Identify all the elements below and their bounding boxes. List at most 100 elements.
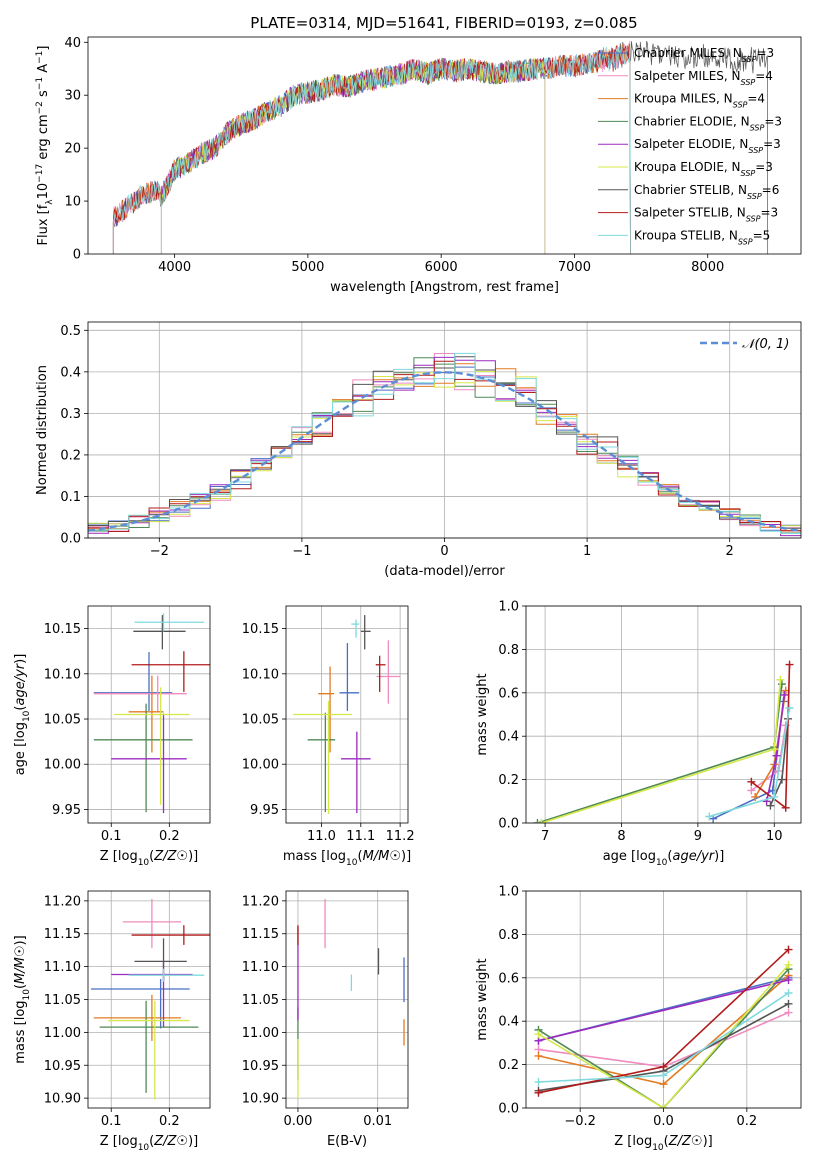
plot-layer: 4000 5000 6000 7000 8000010203040wavelength … (13, 36, 802, 1153)
y-tick-label: 0.2 (60, 448, 81, 463)
y-tick-label: 1.0 (498, 885, 519, 900)
x-tick-label: 8000 (691, 260, 724, 275)
x-tick-label: 0.00 (283, 1114, 312, 1129)
x-tick-label: 6000 (425, 260, 458, 275)
error-bar-point (318, 666, 335, 753)
y-tick-label: 10.05 (44, 713, 81, 728)
y-tick-label: 0.4 (60, 365, 81, 380)
error-bar-point (128, 968, 205, 982)
x-tick-label: 0.1 (101, 1114, 122, 1129)
y-tick-label: 0.6 (498, 971, 519, 986)
y-tick-label: 0.0 (498, 817, 519, 832)
weight-marker (534, 1051, 543, 1060)
error-bar-point (93, 675, 187, 712)
y-tick-label: 10.15 (242, 622, 279, 637)
x-tick-label: 11.2 (386, 829, 415, 844)
weight-marker (784, 960, 793, 969)
x-axis-label: Z [log10(Z/Z☉)] (100, 1134, 199, 1153)
y-tick-label: 11.20 (242, 894, 279, 909)
error-bar-point (360, 615, 371, 650)
x-tick-label: 7 (541, 829, 549, 844)
x-axis-label: Z [log10(Z/Z☉)] (614, 1134, 713, 1153)
weight-marker (705, 812, 714, 821)
weight-marker (534, 1030, 543, 1039)
weight-line (538, 968, 790, 1108)
y-tick-label: 11.05 (242, 993, 279, 1008)
x-tick-label: 0 (440, 544, 448, 559)
y-tick-label: 0.0 (60, 532, 81, 547)
panel-mass-vs-Z: 0.1 0.2 10.90 10.95 11.00 11.05 11.10 11.15 11.2… (13, 890, 211, 1153)
weight-marker (659, 1104, 668, 1108)
weight-marker (777, 775, 786, 784)
y-axis-label: mass [log10(M/M☉)] (13, 935, 32, 1063)
weight-marker (747, 786, 756, 795)
x-tick-label: 7000 (558, 260, 591, 275)
y-tick-label: 0.0 (498, 1102, 519, 1117)
axes-frame (87, 36, 802, 255)
weight-line (538, 979, 789, 1042)
weight-marker (747, 777, 756, 786)
plot-area (90, 898, 210, 1100)
y-tick-label: 0.2 (498, 773, 519, 788)
figure-title: PLATE=0314, MJD=51641, FIBERID=0193, z=0… (250, 14, 637, 32)
y-tick-label: 10 (64, 195, 81, 210)
y-tick-label: 11.20 (44, 894, 81, 909)
plot-area (88, 352, 801, 538)
error-bar-point (131, 925, 210, 945)
y-tick-label: 0.8 (498, 928, 519, 943)
plot-area (93, 613, 210, 814)
y-tick-label: 10.05 (242, 713, 279, 728)
x-tick-label: 9 (694, 829, 702, 844)
spectrum-line (112, 42, 631, 254)
x-axis-label: wavelength [Angstrom, rest frame] (330, 280, 559, 295)
y-tick-label: 10.00 (44, 758, 81, 773)
legend-label: Kroupa MILES, NSSP=4 (634, 92, 765, 110)
y-tick-label: 0.4 (498, 1015, 519, 1030)
y-tick-label: 30 (64, 89, 81, 104)
panel-age-vs-mass: 11.0 11.1 11.2 9.95 10.00 10.05 10.10 10.15 mass… (242, 605, 415, 868)
x-tick-label: 10 (766, 829, 783, 844)
gaussian-curve (88, 371, 801, 532)
panel-mass-vs-EBV: 0.00 0.01 10.90 10.95 11.00 11.05 11.10 11.15 11… (242, 890, 409, 1149)
legend-label: Chabrier MILES, NSSP=3 (634, 46, 774, 64)
legend-label: Kroupa STELIB, NSSP=5 (634, 228, 770, 246)
plot-area (297, 898, 405, 1099)
y-tick-label: 0.8 (498, 643, 519, 658)
y-tick-label: 0.5 (60, 324, 81, 339)
y-tick-label: 0.2 (498, 1058, 519, 1073)
weight-marker (781, 803, 790, 812)
y-axis-label: Flux [fλ10−17 erg cm−2 s−1 A−1] (35, 46, 55, 246)
error-bar-point (351, 619, 360, 638)
error-bar-point (93, 703, 193, 813)
y-tick-label: 0.4 (498, 730, 519, 745)
y-tick-label: 11.15 (242, 927, 279, 942)
y-axis-label: mass weight (475, 958, 490, 1040)
weight-line (537, 684, 783, 823)
x-tick-label: 0.1 (101, 829, 122, 844)
x-axis-label: (data-model)/error (384, 564, 505, 579)
error-bar-point (108, 1000, 190, 1100)
panel-spectrum: 4000 5000 6000 7000 8000 0 10 20 30 40 wavelength … (35, 36, 802, 295)
weight-marker (766, 801, 775, 810)
y-axis-label: Normed distribution (35, 365, 50, 495)
error-bar-point (93, 652, 173, 711)
y-tick-label: 9.95 (52, 803, 81, 818)
y-tick-label: 9.95 (250, 803, 279, 818)
weight-marker (785, 660, 794, 669)
error-bar-point (134, 613, 205, 632)
weight-marker (534, 1088, 543, 1097)
y-tick-label: 1.0 (498, 600, 519, 615)
panel-age-vs-Z: 0.1 0.2 9.95 10.00 10.05 10.10 10.15 Z [log10(Z… (13, 605, 211, 868)
error-bar-point (133, 615, 186, 650)
panel-residual-histogram: −2 −1 0 1 2 0.0 0.1 0.2 0.3 0.4 0.5 (data-model)/er… (35, 321, 802, 579)
panel-weight-vs-age: 7 8 9 10 0.0 0.2 0.4 0.6 0.8 1.0 age [log10(age/yr… (475, 600, 802, 868)
y-tick-label: 0.3 (60, 407, 81, 422)
x-tick-label: 0.01 (363, 1114, 392, 1129)
legend-label: Kroupa ELODIE, NSSP=3 (634, 160, 773, 178)
x-axis-label: mass [log10(M/M☉)] (283, 849, 411, 868)
x-tick-label: 11.0 (307, 829, 336, 844)
x-axis-label: age [log10(age/yr)] (603, 849, 725, 868)
y-tick-label: 0.6 (498, 686, 519, 701)
error-bar-point (341, 731, 371, 814)
y-tick-label: 11.05 (44, 993, 81, 1008)
